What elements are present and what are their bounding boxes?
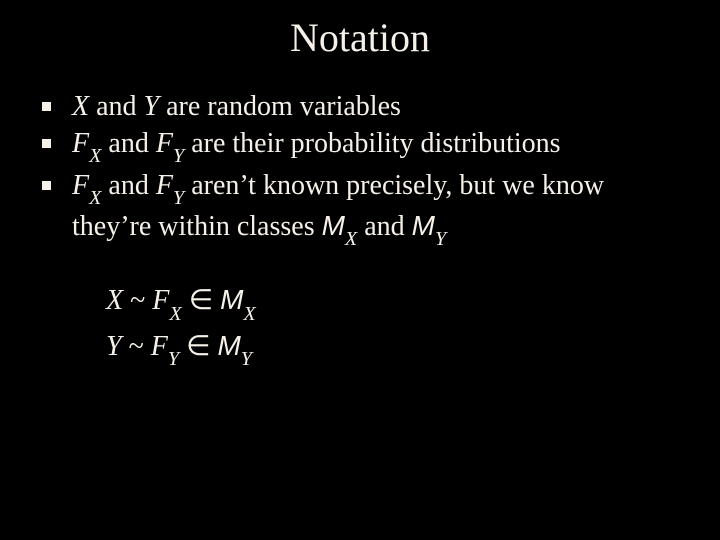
text: are random variables <box>159 91 401 122</box>
set-my-m: M <box>217 330 240 361</box>
var-fy-sub: Y <box>173 187 184 209</box>
set-mx-m: M <box>322 210 345 241</box>
text: are their probability distributions <box>184 128 560 159</box>
formula-block: X ~ FX ∈ MX Y ~ FY ∈ MY <box>38 250 690 370</box>
var-fx-sub: X <box>169 303 181 325</box>
bullet-list: X and Y are random variables FX and FY a… <box>38 89 690 248</box>
bullet-item-2: FX and FY are their probability distribu… <box>38 126 690 166</box>
space <box>182 285 189 316</box>
var-fy-f: F <box>151 331 168 362</box>
set-mx-sub: X <box>345 228 357 250</box>
var-y: Y <box>106 331 122 362</box>
var-fy-f: F <box>156 128 173 159</box>
formula-line-2: Y ~ FY ∈ MY <box>106 326 690 370</box>
bullet-item-3: FX and FY aren’t known precisely, but we… <box>38 168 690 249</box>
set-my-sub: Y <box>435 228 446 250</box>
var-fx-sub: X <box>89 145 101 167</box>
text: and <box>101 170 155 201</box>
var-x: X <box>72 91 89 122</box>
slide-body: X and Y are random variables FX and FY a… <box>0 89 720 370</box>
var-fy-f: F <box>156 170 173 201</box>
set-mx-sub: X <box>243 303 255 325</box>
slide-title: Notation <box>0 0 720 89</box>
var-fx-f: F <box>72 170 89 201</box>
element-of-symbol: ∈ <box>189 285 213 316</box>
formula-line-1: X ~ FX ∈ MX <box>106 280 690 324</box>
var-fx-f: F <box>72 128 89 159</box>
space <box>179 331 186 362</box>
var-fx-f: F <box>152 285 169 316</box>
slide-notation: { "title": "Notation", "bullets": { "b1"… <box>0 0 720 540</box>
set-my-m: M <box>412 210 435 241</box>
tilde: ~ <box>123 285 152 316</box>
var-x: X <box>106 285 123 316</box>
set-mx-m: M <box>220 284 243 315</box>
element-of-symbol: ∈ <box>186 331 210 362</box>
bullet-item-1: X and Y are random variables <box>38 89 690 124</box>
var-fx-sub: X <box>89 187 101 209</box>
set-my-sub: Y <box>241 348 252 370</box>
text: and <box>101 128 155 159</box>
var-y: Y <box>144 91 160 122</box>
var-fy-sub: Y <box>168 348 179 370</box>
var-fy-sub: Y <box>173 145 184 167</box>
text: and <box>357 211 411 242</box>
tilde: ~ <box>122 331 151 362</box>
text: and <box>89 91 143 122</box>
